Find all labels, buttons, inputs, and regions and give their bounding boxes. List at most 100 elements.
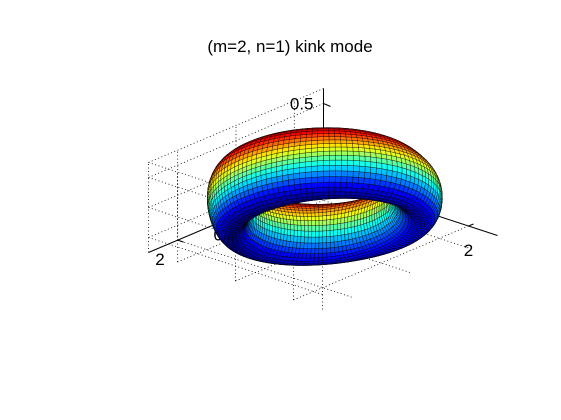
surface-patch	[288, 179, 295, 186]
back-box-edge	[148, 88, 324, 163]
surface-patch	[344, 131, 352, 135]
surface-patch	[352, 143, 359, 148]
surface-patch	[346, 146, 354, 152]
surface-patch	[323, 191, 330, 196]
surface-patch	[311, 171, 318, 178]
surface-patch	[329, 218, 335, 225]
surface-patch	[305, 177, 312, 184]
surface-patch	[288, 184, 296, 191]
surface-patch	[323, 195, 329, 199]
surface-patch	[326, 208, 332, 213]
surface-patch	[340, 146, 348, 152]
surface-patch	[347, 150, 354, 156]
surface-patch	[333, 229, 338, 237]
surface-patch	[289, 132, 297, 137]
surface-patch	[310, 248, 316, 254]
surface-patch	[323, 143, 330, 148]
surface-patch	[228, 240, 233, 243]
surface-patch	[228, 237, 233, 240]
surface-patch	[323, 155, 330, 161]
surface-patch	[300, 236, 305, 243]
z-tick-mark	[323, 103, 331, 107]
surface-patch	[307, 236, 312, 244]
surface-patch	[306, 192, 313, 198]
surface-patch	[290, 229, 295, 237]
surface-patch	[329, 170, 336, 177]
surface-patch	[352, 150, 360, 157]
x-tick-label: 2	[464, 241, 473, 260]
surface-patch	[352, 171, 360, 178]
surface-patch	[311, 176, 318, 184]
surface-patch	[334, 136, 341, 141]
surface-patch	[334, 139, 342, 144]
surface-patch	[323, 160, 330, 166]
surface-patch	[328, 195, 335, 198]
surface-patch	[364, 151, 371, 158]
surface-patch	[317, 139, 324, 145]
surface-patch	[311, 136, 318, 141]
surface-patch	[313, 257, 319, 262]
surface-patch	[299, 183, 307, 190]
surface-patch	[370, 156, 377, 163]
surface-patch	[350, 220, 355, 228]
chart-title: (m=2, n=1) kink mode	[207, 37, 372, 56]
surface-patch	[334, 143, 342, 148]
surface-patch	[306, 187, 313, 194]
surface-patch	[311, 130, 319, 135]
surface-patch	[317, 128, 324, 132]
surface-patch	[326, 224, 331, 231]
surface-patch	[274, 226, 279, 234]
z-tick-label: 0.5	[290, 95, 314, 114]
surface-patch	[277, 221, 282, 229]
surface-patch	[326, 242, 331, 249]
surface-patch	[328, 130, 335, 134]
surface-patch	[341, 165, 348, 172]
surface-patch	[335, 170, 342, 177]
surface-patch	[333, 195, 340, 198]
surface-patch	[363, 177, 371, 185]
surface-patch	[358, 165, 366, 173]
surface-patch	[314, 209, 320, 214]
surface-patch	[300, 225, 305, 232]
surface-patch	[345, 182, 353, 188]
surface-patch	[354, 219, 358, 227]
surface-patch	[317, 182, 324, 188]
surface-patch	[310, 212, 316, 217]
surface-patch	[344, 216, 349, 223]
surface-patch	[311, 160, 318, 167]
surface-patch	[293, 178, 301, 185]
surface-patch	[280, 222, 285, 229]
surface-patch	[322, 215, 327, 221]
surface-patch	[305, 182, 313, 189]
surface-patch	[299, 172, 306, 179]
surface-patch	[311, 220, 316, 226]
surface-patch	[329, 155, 336, 161]
surface-patch	[339, 133, 347, 138]
surface-patch	[329, 143, 336, 148]
surface-patch	[328, 181, 336, 188]
surface-patch	[347, 165, 354, 172]
surface-patch	[299, 161, 306, 168]
surface-patch	[345, 187, 352, 193]
surface-patch	[368, 178, 376, 186]
surface-patch	[333, 218, 338, 225]
surface-patch	[350, 187, 358, 193]
surface-patch	[305, 140, 312, 146]
surface-patch	[305, 161, 312, 168]
surface-patch	[339, 130, 346, 135]
surface-patch	[299, 166, 306, 174]
surface-patch	[340, 136, 347, 141]
surface-patch	[305, 144, 312, 150]
back-grid-line-z	[148, 103, 324, 178]
surface-patch	[344, 221, 348, 229]
surface-patch	[305, 166, 312, 173]
surface-patch	[347, 159, 354, 166]
surface-patch	[340, 181, 347, 188]
surface-patch	[323, 187, 330, 193]
surface-patch	[317, 187, 324, 193]
surface-patch	[305, 148, 312, 154]
surface-patch	[340, 143, 348, 148]
surface-patch	[307, 216, 312, 221]
surface-patch	[322, 230, 327, 238]
